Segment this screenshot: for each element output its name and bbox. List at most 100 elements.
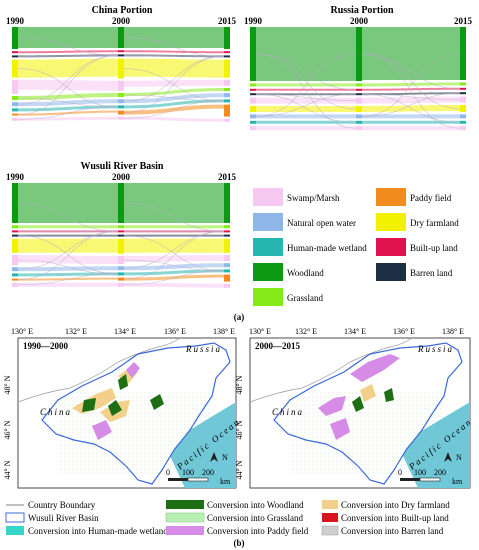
paddy-patch xyxy=(330,418,350,440)
paddy-patch xyxy=(92,420,112,440)
sankey-conversion-link xyxy=(123,37,225,57)
legend-swatch-barren xyxy=(376,263,406,281)
sankey-flow-band xyxy=(362,120,460,124)
sankey-node xyxy=(250,114,256,119)
sankey-flow-band xyxy=(362,27,460,80)
sankey-node xyxy=(118,266,124,271)
sankey-flow-band xyxy=(124,99,224,109)
sankey-conversion-link xyxy=(361,53,461,90)
legend-item-water: Natural open water xyxy=(253,213,356,231)
sankey-node xyxy=(356,27,362,81)
sankey-flow-band xyxy=(256,126,356,131)
sankey-node xyxy=(12,267,18,272)
legend-label-country: Country Boundary xyxy=(28,500,96,510)
sankey-node xyxy=(250,106,256,112)
sankey-conversion-link xyxy=(17,37,119,56)
lon-label: 132° E xyxy=(65,327,87,336)
wusuli-year-2015: 2015 xyxy=(218,172,237,182)
legend-label-basin: Wusuli River Basin xyxy=(28,513,99,523)
sankey-conversion-link xyxy=(255,93,357,117)
legend-swatch-humanwet-conv xyxy=(6,526,24,535)
legend-label-dry-conv: Conversion into Dry farmland xyxy=(341,500,450,510)
sankey-flow-band xyxy=(362,92,460,96)
period-label-bg xyxy=(253,341,293,351)
paddy-patch xyxy=(350,354,400,382)
sankey-node xyxy=(12,225,18,229)
russia-year-1990: 1990 xyxy=(244,16,263,26)
legend-swatch-paddy xyxy=(376,188,406,206)
sankey-conversion-link xyxy=(361,93,461,123)
map-legend: Country Boundary Conversion into Woodlan… xyxy=(5,500,450,536)
lon-labels-left: 130° E 132° E 134° E 136° E 138° E xyxy=(11,327,235,336)
sankey-node xyxy=(224,104,230,117)
sankey-node xyxy=(118,99,124,104)
sankey-node xyxy=(12,183,18,223)
sankey-conversion-link xyxy=(17,55,119,57)
sankey-node xyxy=(224,269,230,273)
scale-bar-segment xyxy=(187,477,209,482)
sankey-node xyxy=(224,27,230,49)
sankey-node xyxy=(224,79,230,86)
sankey-flow-band xyxy=(18,272,118,277)
china-year-2015: 2015 xyxy=(218,16,237,26)
legend-label-swamp: Swamp/Marsh xyxy=(287,193,340,203)
legend-swatch-grass-conv xyxy=(165,512,205,523)
paddy-patch xyxy=(126,362,140,378)
scale-bar-segment xyxy=(400,478,420,481)
panel-a: China Portion 1990 2000 2015 Russia Port… xyxy=(6,5,473,322)
sankey-flow-band xyxy=(124,263,224,271)
grassland-scatter xyxy=(292,392,442,474)
sankey-node xyxy=(250,126,256,131)
wusuli-year-2000: 2000 xyxy=(112,172,131,182)
sankey-node xyxy=(224,51,230,54)
legend-label-paddy: Paddy field xyxy=(410,193,452,203)
sankey-flow-band xyxy=(362,87,460,91)
caption-a: (a) xyxy=(234,312,245,322)
sankey-node xyxy=(12,234,18,237)
legend-swatch-humanwet xyxy=(253,238,283,256)
sankey-node xyxy=(250,83,256,87)
china-year-2000: 2000 xyxy=(112,16,131,26)
legend-item-builtup: Built-up land xyxy=(376,238,458,256)
sankey-node xyxy=(250,27,256,81)
woodland-patch xyxy=(150,394,164,410)
sankey-node xyxy=(250,93,256,96)
sankey-node xyxy=(12,79,18,94)
legend-label-grassland: Grassland xyxy=(287,293,323,303)
sankey-conversion-link xyxy=(123,231,225,280)
sankey-flow-band xyxy=(18,234,118,237)
legend-item-dry: Dry farmland xyxy=(376,213,459,231)
scale-tick-label: 100 xyxy=(182,468,194,477)
sankey-node xyxy=(118,80,124,91)
sankey-flow-band xyxy=(256,97,356,104)
legend-label-grass-conv: Conversion into Grassland xyxy=(207,513,303,523)
paddy-patch xyxy=(318,396,346,416)
sankey-node xyxy=(118,54,124,57)
sankey-node xyxy=(460,120,466,124)
dryfarm-patch xyxy=(360,384,376,402)
period-label-left: 1990—2000 xyxy=(23,341,69,351)
sankey-node xyxy=(460,92,466,95)
china-label: China xyxy=(40,407,72,417)
legend-swatch-built-conv xyxy=(322,513,338,522)
legend-swatch-woodland xyxy=(253,263,283,281)
sankey-flow-band xyxy=(124,282,224,288)
legend-swatch-water xyxy=(253,213,283,231)
legend-label-woodland-conv: Conversion into Woodland xyxy=(207,500,304,510)
lon-label: 130° E xyxy=(249,327,271,336)
russia-sankey xyxy=(250,27,466,131)
sankey-flow-band xyxy=(124,116,224,122)
legend-label-humanwet-conv: Conversion into Human-made wetland xyxy=(28,526,168,536)
lon-label: 130° E xyxy=(11,327,33,336)
sankey-node xyxy=(118,105,124,109)
sankey-flow-band xyxy=(18,93,118,100)
sankey-flow-band xyxy=(18,105,118,112)
sankey-node xyxy=(356,126,362,131)
sankey-node xyxy=(224,88,230,91)
scale-bar-segment xyxy=(419,477,441,482)
sankey-conversion-link xyxy=(17,259,119,275)
sankey-node xyxy=(224,183,230,223)
russia-year-2015: 2015 xyxy=(454,16,473,26)
lat-label: 48° N xyxy=(3,375,12,394)
map-left: 48° N 46° N 44° N 1990—2000 Russia China… xyxy=(3,337,242,489)
